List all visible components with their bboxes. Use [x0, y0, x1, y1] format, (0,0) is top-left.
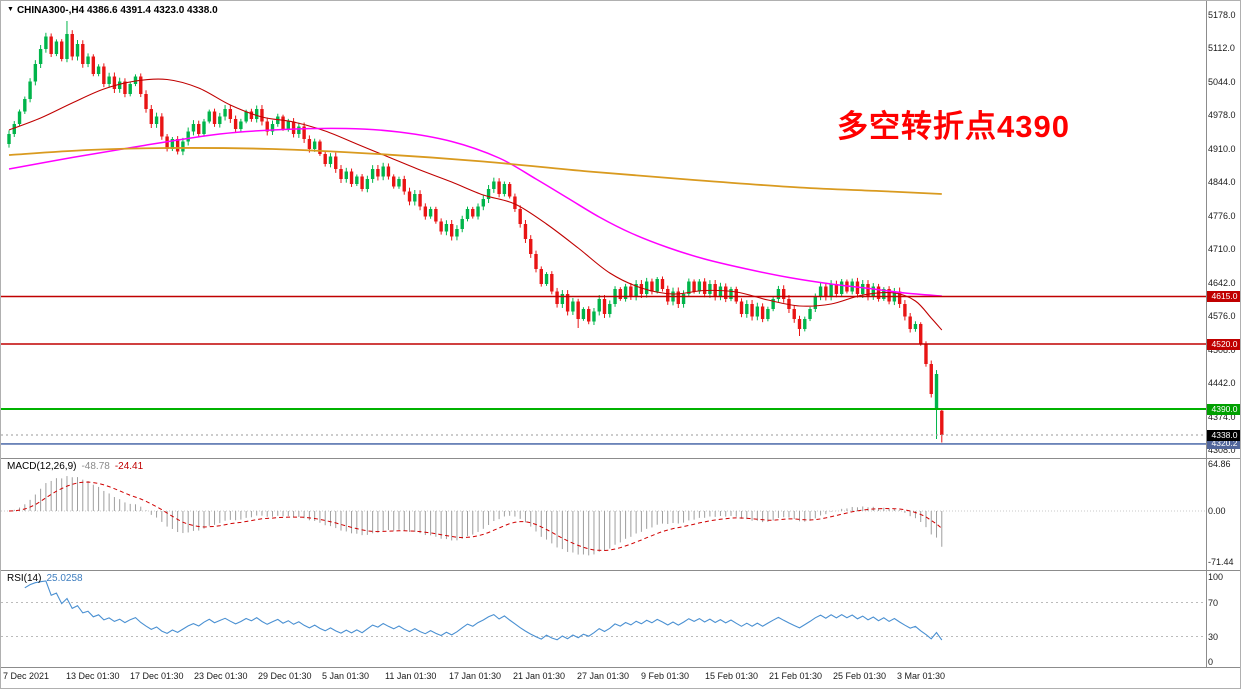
macd-tick-label: 0.00 — [1208, 506, 1226, 516]
annotation-text[interactable]: 多空转折点4390 — [837, 109, 1070, 144]
price-badge: 4390.0 — [1207, 403, 1240, 415]
ma-slow — [8, 147, 942, 195]
price-badge: 4520.0 — [1207, 338, 1240, 350]
chart-title: ▼ CHINA300-,H4 4386.6 4391.4 4323.0 4338.… — [7, 5, 218, 16]
horizontal-lines-layer[interactable] — [1, 295, 1206, 445]
macd-value-signal: -24.41 — [114, 461, 144, 472]
time-tick-label: 3 Mar 01:30 — [897, 671, 946, 681]
macd-signal-line — [8, 481, 943, 552]
candles-layer — [7, 21, 944, 443]
time-tick-label: 21 Jan 01:30 — [513, 671, 566, 681]
time-tick-label: 5 Jan 01:30 — [322, 671, 370, 681]
time-axis[interactable]: 7 Dec 2021 13 Dec 01:30 17 Dec 01:30 23 Dec… — [1, 667, 1240, 688]
price-tick-label: 4508.0 — [1208, 345, 1236, 355]
chart-canvas[interactable] — [1, 1, 1206, 667]
price-tick-label: 4308.0 — [1208, 445, 1236, 455]
macd-tick-label: -71.44 — [1208, 557, 1234, 568]
price-tick-label: 4710.0 — [1208, 244, 1236, 254]
symbol-timeframe-label: CHINA300-,H4 — [16, 5, 85, 16]
rsi-value: 25.0258 — [46, 573, 83, 584]
time-tick-label: 29 Dec 01:30 — [258, 671, 312, 681]
price-tick-label: 5044.0 — [1208, 77, 1236, 87]
time-tick-label: 23 Dec 01:30 — [194, 671, 248, 681]
panel-splitter[interactable] — [1, 570, 1240, 571]
price-tick-label: 4844.0 — [1208, 177, 1236, 187]
ma-medium — [8, 127, 942, 297]
macd-value-main: -48.78 — [81, 461, 110, 472]
price-tick-label: 4910.0 — [1208, 144, 1236, 154]
panel-splitter[interactable] — [1, 667, 1240, 668]
rsi-name: RSI(14) — [7, 573, 42, 584]
time-tick-label: 7 Dec 2021 — [3, 671, 50, 681]
rsi-tick-label: 70 — [1208, 597, 1219, 608]
price-tick-label: 5112.0 — [1208, 43, 1235, 53]
current-price-badge: 4338.0 — [1207, 429, 1240, 441]
price-tick-label: 4374.0 — [1208, 412, 1236, 422]
price-tick-label: 4442.0 — [1208, 378, 1236, 388]
macd-name: MACD(12,26,9) — [7, 461, 77, 472]
moving-averages-layer — [8, 78, 943, 331]
price-tick-label: 5178.0 — [1208, 10, 1236, 20]
rsi-panel — [1, 580, 1206, 641]
macd-tick-label: 64.86 — [1208, 459, 1231, 470]
time-tick-label: 11 Jan 01:30 — [385, 671, 437, 681]
price-tick-label: 4642.0 — [1208, 278, 1236, 288]
time-tick-label: 13 Dec 01:30 — [66, 671, 120, 681]
rsi-label: RSI(14) 25.0258 — [7, 573, 83, 584]
price-badge: 4615.0 — [1207, 291, 1240, 302]
ohlc-readout: 4386.6 4391.4 4323.0 4338.0 — [86, 5, 218, 16]
price-tick-label: 4978.0 — [1208, 110, 1236, 120]
macd-label: MACD(12,26,9) -48.78 -24.41 — [7, 461, 143, 472]
time-tick-label: 25 Feb 01:30 — [833, 671, 887, 681]
price-scale[interactable]: 5178.0 5112.0 5044.0 4978.0 4910.0 4844.0 4776… — [1207, 1, 1240, 667]
price-tick-label: 4776.0 — [1208, 211, 1236, 221]
macd-panel — [1, 476, 1206, 556]
price-badge: 4320.2 — [1207, 438, 1240, 450]
time-tick-label: 17 Dec 01:30 — [130, 671, 184, 681]
time-tick-label: 21 Feb 01:30 — [769, 671, 823, 681]
price-tick-label: 4576.0 — [1208, 311, 1236, 321]
scale-separator — [1206, 1, 1207, 667]
time-tick-label: 15 Feb 01:30 — [705, 671, 759, 681]
rsi-tick-label: 100 — [1208, 572, 1224, 582]
time-tick-label: 17 Jan 01:30 — [449, 671, 502, 681]
time-tick-label: 27 Jan 01:30 — [577, 671, 630, 681]
rsi-line — [24, 580, 943, 641]
rsi-tick-label: 0 — [1208, 657, 1214, 667]
dropdown-triangle-icon: ▼ — [7, 6, 14, 13]
ma-fast — [8, 78, 943, 331]
time-tick-label: 9 Feb 01:30 — [641, 671, 690, 681]
panel-splitter[interactable] — [1, 458, 1240, 459]
rsi-tick-label: 30 — [1208, 631, 1219, 642]
